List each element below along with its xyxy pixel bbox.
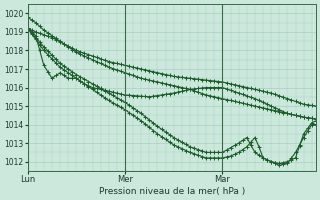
X-axis label: Pression niveau de la mer( hPa ): Pression niveau de la mer( hPa ) (99, 187, 245, 196)
